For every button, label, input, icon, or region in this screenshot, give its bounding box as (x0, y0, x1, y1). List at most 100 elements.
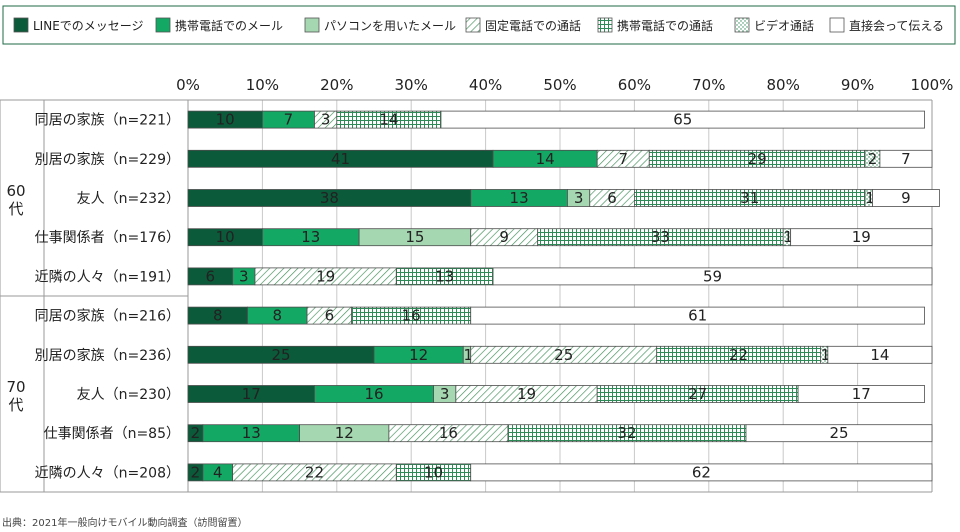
data-label: 1 (464, 346, 474, 364)
data-label: 41 (331, 150, 350, 168)
bar-segment (872, 189, 940, 207)
data-label: 22 (729, 346, 748, 364)
legend-item: LINEでのメッセージ (13, 17, 144, 33)
bar-row: 近隣の人々（n=191）630191359 (35, 267, 933, 286)
bar-segment (879, 149, 933, 168)
bar-segment (745, 424, 933, 443)
category-label: 同居の家族（n=221） (35, 112, 180, 129)
data-label: 22 (305, 463, 324, 481)
legend-item: 直接会って伝える (829, 17, 944, 33)
data-label: 17 (852, 385, 871, 403)
category-label: 友人（n=230） (77, 387, 180, 403)
bar-row: 仕事関係者（n=176） 10 13 15 9 33 1 19 (35, 228, 933, 247)
data-label: 1 (821, 346, 831, 364)
legend: LINEでのメッセージ 携帯電話でのメール パソコンを用いたメール 固定電話での通話 携… (13, 17, 944, 33)
data-label: 2 (191, 424, 201, 442)
data-label: 16 (364, 385, 383, 403)
x-tick-label: 90% (841, 76, 874, 94)
x-tick-label: 0% (176, 76, 200, 94)
data-label: 12 (335, 424, 354, 442)
bar-row: 同居の家族（n=221）107031465 (35, 111, 925, 129)
legend-swatch (597, 17, 613, 33)
plot-area: 同居の家族（n=221）107031465別居の家族（n=229）4114072… (35, 111, 940, 482)
legend-item: 携帯電話での通話 (597, 17, 713, 33)
data-label: 13 (301, 228, 320, 246)
legend-swatch (465, 17, 481, 33)
legend-label: ビデオ通話 (754, 18, 814, 33)
bar-segment (470, 463, 933, 482)
data-label: 9 (901, 189, 911, 207)
data-label: 3 (574, 189, 584, 207)
legend-label: LINEでのメッセージ (33, 19, 144, 33)
legend-item: ビデオ通話 (734, 17, 814, 33)
legend-item: 固定電話での通話 (465, 17, 581, 33)
data-label: 62 (692, 463, 711, 481)
data-label: 2 (191, 463, 201, 481)
data-label: 10 (216, 228, 235, 246)
data-label: 14 (379, 111, 398, 129)
data-label: 10 (216, 111, 235, 129)
data-label: 4 (213, 463, 223, 481)
x-tick-label: 70% (692, 76, 725, 94)
data-label: 29 (748, 150, 767, 168)
x-tick-label: 80% (767, 76, 800, 94)
category-label: 仕事関係者（n=85） (44, 426, 180, 442)
data-label: 8 (213, 307, 223, 325)
data-label: 25 (829, 424, 848, 442)
source-note: 出典：2021年一般向けモバイル動向調査（訪問留置） (2, 516, 247, 529)
group-label-suffix: 代 (8, 396, 23, 414)
data-label: 6 (206, 267, 216, 285)
data-label: 27 (688, 385, 707, 403)
legend-swatch (734, 17, 750, 33)
data-label: 25 (271, 346, 290, 364)
bar-segment (492, 267, 933, 286)
data-label: 32 (617, 424, 636, 442)
x-tick-label: 50% (543, 76, 576, 94)
bar-segment (440, 110, 925, 129)
data-label: 16 (402, 307, 421, 325)
category-label: 別居の家族（n=229） (35, 151, 180, 168)
data-label: 10 (424, 463, 443, 481)
legend-item: 携帯電話でのメール (155, 17, 283, 33)
data-label: 3 (321, 111, 331, 129)
x-tick-label: 40% (469, 76, 502, 94)
group-label-suffix: 代 (8, 200, 23, 218)
data-label: 14 (536, 150, 555, 168)
legend-swatch (13, 17, 29, 33)
data-label: 13 (242, 424, 261, 442)
category-label: 近隣の人々（n=191） (35, 269, 180, 285)
data-label: 13 (435, 267, 454, 285)
data-label: 7 (901, 150, 911, 168)
data-label: 33 (651, 228, 670, 246)
legend-swatch (829, 17, 845, 33)
data-label: 1 (865, 189, 875, 207)
category-label: 友人（n=232） (77, 191, 180, 207)
data-label: 15 (405, 228, 424, 246)
legend-label: 携帯電話でのメール (175, 18, 283, 33)
data-label: 13 (510, 189, 529, 207)
x-tick-label: 30% (395, 76, 428, 94)
bar-row: 仕事関係者（n=85） 2 13 12 16 32 25 (44, 424, 933, 443)
bar-row: 近隣の人々（n=208）240221062 (35, 463, 933, 482)
group-label: 70 (6, 378, 25, 396)
x-tick-label: 100% (911, 76, 954, 94)
data-label: 1 (783, 228, 793, 246)
bar-row: 別居の家族（n=236） 25 12 1 25 22 1 14 (35, 346, 933, 364)
category-label: 同居の家族（n=216） (35, 308, 180, 325)
category-label: 仕事関係者（n=176） (35, 230, 180, 246)
legend-swatch (155, 17, 171, 33)
data-label: 65 (673, 111, 692, 129)
data-label: 59 (703, 267, 722, 285)
x-tick-label: 10% (246, 76, 279, 94)
bar-row: 友人（n=230） 17 16 3 19 27 17 (77, 385, 925, 403)
data-label: 9 (499, 228, 509, 246)
data-label: 6 (607, 189, 617, 207)
data-label: 25 (554, 346, 573, 364)
bar-segment (790, 228, 933, 247)
data-label: 3 (239, 267, 249, 285)
data-label: 19 (852, 228, 871, 246)
data-label: 3 (440, 385, 450, 403)
bar-row: 友人（n=232） 38 13 3 6 31 1 9 (77, 189, 940, 207)
